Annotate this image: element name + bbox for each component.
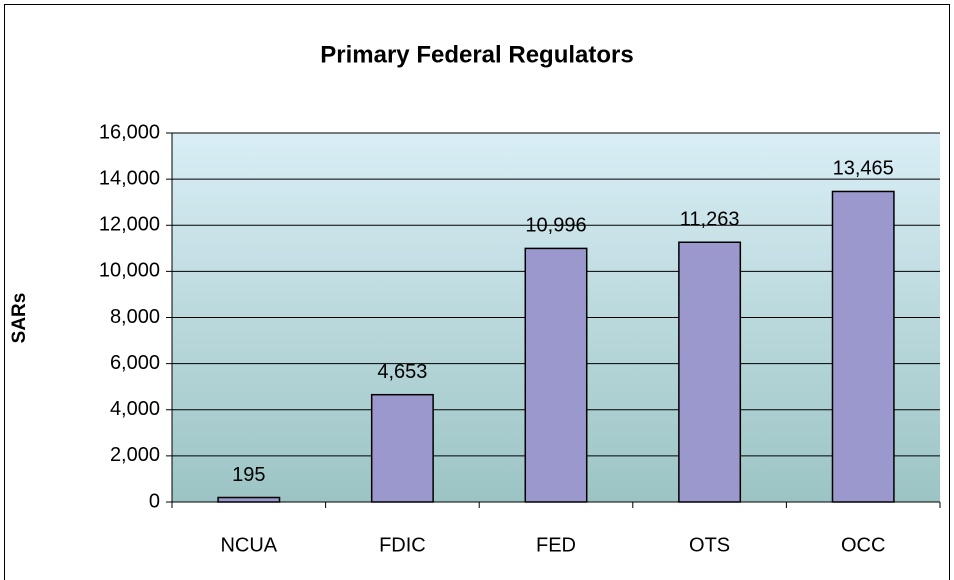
data-label: 4,653 — [377, 361, 427, 383]
bar — [831, 190, 895, 503]
data-label: 13,465 — [833, 158, 894, 180]
bar — [217, 496, 281, 503]
y-tick-label: 16,000 — [99, 121, 160, 143]
y-tick-label: 4,000 — [110, 398, 160, 420]
data-label: 10,996 — [525, 215, 586, 237]
y-axis-label: SARs — [9, 293, 30, 344]
data-label: 11,263 — [680, 209, 740, 231]
y-tick-label: 14,000 — [99, 167, 160, 189]
x-tick-label: NCUA — [220, 534, 277, 556]
y-tick-label: 6,000 — [110, 352, 160, 374]
bar — [678, 241, 742, 503]
x-tick-label: FED — [536, 534, 576, 556]
y-tick-label: 10,000 — [99, 260, 160, 282]
bar — [524, 247, 588, 503]
y-tick-label: 12,000 — [99, 214, 160, 236]
y-tick-label: 0 — [149, 490, 160, 512]
bar — [370, 393, 434, 503]
chart-title: Primary Federal Regulators — [320, 41, 633, 68]
x-tick-label: FDIC — [379, 534, 426, 556]
y-tick-label: 8,000 — [110, 306, 160, 328]
chart-frame — [4, 4, 950, 580]
y-tick-label: 2,000 — [110, 444, 160, 466]
x-tick-label: OCC — [841, 534, 885, 556]
data-label: 195 — [232, 464, 265, 486]
x-tick-label: OTS — [689, 534, 730, 556]
